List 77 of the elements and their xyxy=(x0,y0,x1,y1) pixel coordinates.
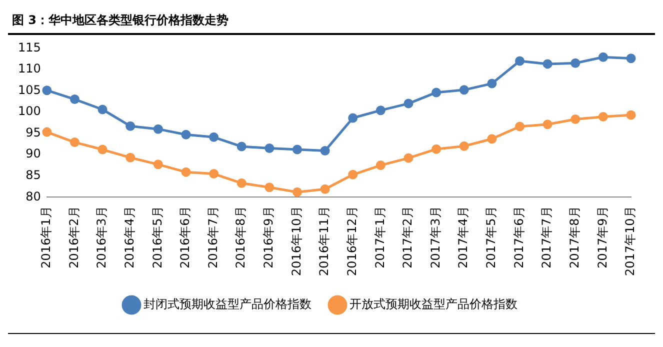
point xyxy=(126,121,136,131)
y-tick-label: 90 xyxy=(26,146,41,161)
x-tick-label: 2016年6月 xyxy=(178,206,192,268)
y-tick-label: 80 xyxy=(26,189,41,204)
point xyxy=(348,113,358,123)
y-tick-label: 100 xyxy=(18,104,41,118)
point xyxy=(264,143,274,153)
point xyxy=(459,85,469,95)
point xyxy=(487,78,497,88)
point xyxy=(514,122,524,132)
x-tick-label: 2016年1月 xyxy=(39,206,54,268)
point xyxy=(432,144,442,154)
point xyxy=(404,98,414,108)
point xyxy=(514,56,524,66)
x-tick-label: 2017年1月 xyxy=(372,206,387,268)
x-tick-label: 2017年9月 xyxy=(595,206,610,268)
point xyxy=(292,144,302,154)
point xyxy=(320,184,330,194)
point xyxy=(348,170,358,180)
point xyxy=(376,106,386,116)
point xyxy=(98,104,108,114)
point xyxy=(292,187,302,197)
x-tick-label: 2017年6月 xyxy=(512,206,526,268)
chart-title: 图 3：华中地区各类型银行价格指数走势 xyxy=(11,12,230,29)
point xyxy=(209,132,219,142)
x-tick-label: 2017年4月 xyxy=(456,206,470,268)
point xyxy=(404,153,414,163)
x-tick-label: 2016年7月 xyxy=(206,206,220,268)
legend-label: 开放式预期收益型产品价格指数 xyxy=(350,297,518,312)
x-tick-label: 2017年5月 xyxy=(484,206,498,268)
point xyxy=(598,52,608,62)
x-tick-label: 2016年2月 xyxy=(66,206,81,268)
point xyxy=(42,127,52,137)
point xyxy=(153,160,163,170)
point xyxy=(153,124,163,134)
y-tick-label: 95 xyxy=(26,125,41,140)
x-tick-label: 2017年8月 xyxy=(567,206,582,268)
point xyxy=(181,167,191,177)
point xyxy=(70,138,80,148)
point xyxy=(209,169,219,179)
point xyxy=(70,94,80,104)
y-tick-label: 110 xyxy=(18,62,41,76)
point xyxy=(542,59,552,69)
point xyxy=(376,160,386,170)
x-tick-label: 2016年3月 xyxy=(94,206,109,268)
x-tick-label: 2017年10月 xyxy=(623,206,638,276)
point xyxy=(264,182,274,192)
x-tick-label: 2016年12月 xyxy=(344,206,359,276)
point xyxy=(181,130,191,140)
x-tick-label: 2016年10月 xyxy=(289,206,304,276)
point xyxy=(432,88,442,98)
x-tick-label: 2016年11月 xyxy=(317,206,332,276)
x-tick-label: 2016年4月 xyxy=(122,206,136,268)
y-tick-label: 85 xyxy=(26,168,41,182)
x-tick-label: 2017年7月 xyxy=(540,206,554,268)
point xyxy=(236,142,246,152)
legend-label: 封闭式预期收益型产品价格指数 xyxy=(144,297,312,312)
x-tick-label: 2016年8月 xyxy=(234,206,248,268)
x-tick-label: 2017年3月 xyxy=(428,206,442,268)
point xyxy=(42,86,52,96)
point xyxy=(570,114,580,124)
point xyxy=(542,120,552,130)
point xyxy=(459,141,469,151)
point xyxy=(320,146,330,156)
x-tick-label: 2017年2月 xyxy=(400,206,415,268)
point xyxy=(98,144,108,154)
x-tick-label: 2016年9月 xyxy=(262,206,276,268)
point xyxy=(236,178,246,188)
point xyxy=(626,54,636,64)
y-tick-label: 115 xyxy=(18,40,41,54)
point xyxy=(487,134,497,144)
point xyxy=(626,110,636,120)
x-tick-label: 2016年5月 xyxy=(150,206,164,268)
point xyxy=(126,152,136,162)
point xyxy=(598,112,608,122)
point xyxy=(570,58,580,68)
y-tick-label: 105 xyxy=(18,82,41,97)
